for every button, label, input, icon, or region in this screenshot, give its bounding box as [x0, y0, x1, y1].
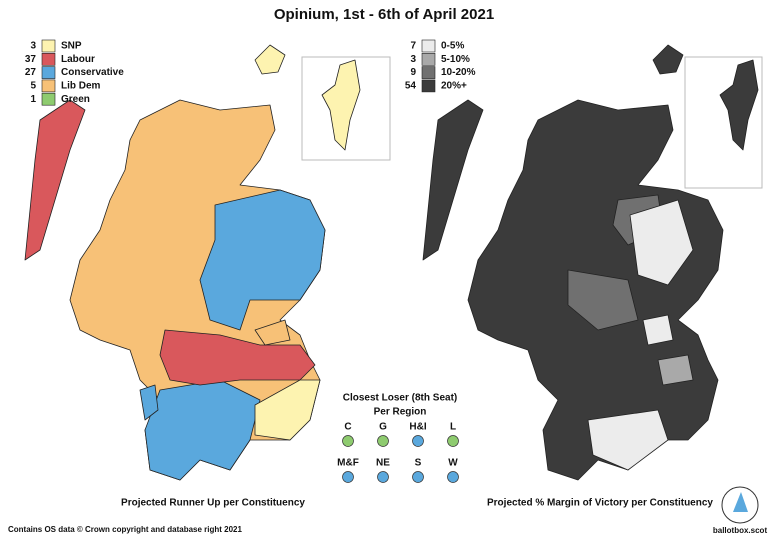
- logo: [721, 486, 759, 524]
- legend-count: 54: [405, 81, 417, 92]
- region-dot: [377, 471, 389, 483]
- region: [642, 314, 674, 346]
- closest-loser-subtitle: Per Region: [374, 407, 427, 418]
- region: [657, 354, 694, 386]
- region: [254, 379, 321, 441]
- region: [629, 199, 694, 286]
- region-label: C: [344, 422, 351, 433]
- orkney: [652, 44, 684, 75]
- brand: ballotbox.scot: [713, 526, 768, 535]
- region-dot: [447, 471, 459, 483]
- legend-swatch: [41, 52, 56, 66]
- closest-loser: C G H&I L M&F NE S W: [337, 422, 459, 483]
- shetland: [719, 59, 759, 151]
- caption: Projected Runner Up per Constituency: [121, 498, 305, 509]
- region-dot: [447, 435, 459, 447]
- legend-label: 10-20%: [441, 67, 476, 78]
- legend-label: Conservative: [61, 67, 124, 78]
- region-label: L: [450, 422, 456, 433]
- legend-swatch: [41, 92, 56, 106]
- legend-swatch: [421, 52, 436, 66]
- region-label: G: [379, 422, 387, 433]
- legend-swatch: [421, 39, 436, 53]
- inset-box: [301, 56, 391, 161]
- legend-count: 1: [30, 94, 36, 105]
- legend-swatch: [421, 66, 436, 79]
- region: [144, 379, 261, 481]
- legend-swatch: [41, 39, 56, 53]
- logo-mark: [733, 492, 748, 512]
- legend-count: 37: [25, 54, 37, 65]
- legend-label: 5-10%: [441, 54, 470, 65]
- legend-count: 5: [30, 81, 36, 92]
- region: [254, 319, 291, 346]
- legend-label: Lib Dem: [61, 81, 101, 92]
- arran: [139, 384, 159, 421]
- inset-box: [684, 56, 763, 189]
- legend-count: 3: [30, 41, 36, 52]
- legend-count: 27: [25, 67, 37, 78]
- legend-swatch: [41, 79, 56, 93]
- legend-label: 0-5%: [441, 41, 464, 52]
- region-label: NE: [376, 458, 390, 469]
- region: [567, 269, 639, 331]
- legend-count: 9: [410, 67, 416, 78]
- title: Opinium, 1st - 6th of April 2021: [274, 6, 494, 23]
- region-label: W: [448, 458, 458, 469]
- legend-swatch: [421, 79, 436, 93]
- legend-label: Green: [61, 94, 90, 105]
- caption: Projected % Margin of Victory per Consti…: [487, 498, 713, 509]
- region-dot: [342, 435, 354, 447]
- region: [587, 409, 669, 471]
- legend-count: 3: [410, 54, 416, 65]
- region-dot: [377, 435, 389, 447]
- shetland: [321, 59, 361, 151]
- legend-label: Labour: [61, 54, 95, 65]
- footer: Contains OS data © Crown copyright and d…: [8, 525, 242, 534]
- western-isles: [422, 99, 484, 261]
- closest-loser-title: Closest Loser (8th Seat): [343, 393, 457, 404]
- region-label: S: [415, 458, 422, 469]
- legend-count: 7: [410, 41, 416, 52]
- region-label: M&F: [337, 458, 359, 469]
- orkney: [254, 44, 286, 75]
- western-isles: [24, 99, 86, 261]
- region: [199, 189, 326, 331]
- legend-label: 20%+: [441, 81, 467, 92]
- region-dot: [342, 471, 354, 483]
- region-label: H&I: [409, 422, 426, 433]
- region-dot: [412, 471, 424, 483]
- margin-map: [422, 44, 763, 481]
- runner-up-map: [24, 44, 391, 481]
- legend-swatch: [41, 66, 56, 79]
- legend-label: SNP: [61, 41, 82, 52]
- region-dot: [412, 435, 424, 447]
